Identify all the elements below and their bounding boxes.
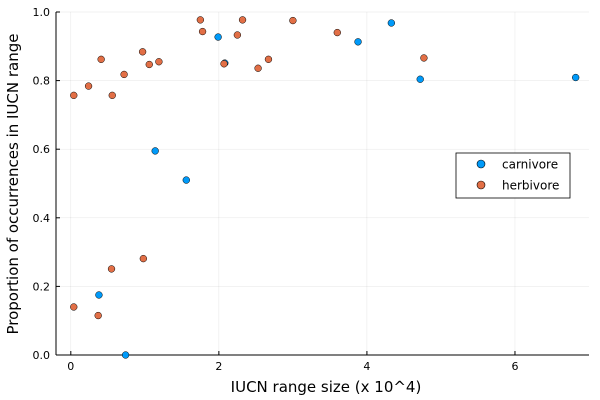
legend: carnivore herbivore xyxy=(455,152,571,199)
point-carnivore xyxy=(354,38,362,46)
x-tick-label: 2 xyxy=(215,360,222,373)
point-herbivore xyxy=(264,55,273,63)
point-herbivore xyxy=(108,91,116,99)
x-tick-label: 0 xyxy=(67,360,74,373)
y-tick-label: 0.0 xyxy=(33,349,51,362)
y-tick-label: 0.6 xyxy=(33,143,51,156)
axes xyxy=(55,12,589,356)
x-axis-label: IUCN range size (x 10^4) xyxy=(231,378,422,396)
point-herbivore xyxy=(84,82,93,90)
point-herbivore xyxy=(94,311,102,320)
legend-label-herbivore: herbivore xyxy=(502,179,559,193)
point-herbivore xyxy=(233,31,242,39)
point-carnivore xyxy=(214,33,222,41)
point-herbivore xyxy=(220,60,228,68)
point-herbivore xyxy=(238,16,247,24)
y-axis-label: Proportion of occurrences in IUCN range xyxy=(4,33,22,334)
point-herbivore xyxy=(155,58,163,66)
point-herbivore xyxy=(97,55,105,63)
point-carnivore xyxy=(387,19,395,27)
data-points xyxy=(70,16,580,359)
point-herbivore xyxy=(289,16,297,25)
point-carnivore xyxy=(416,75,424,83)
point-herbivore xyxy=(70,91,78,99)
point-herbivore xyxy=(196,16,205,24)
x-tick-label: 4 xyxy=(363,360,370,373)
y-tick-label: 0.8 xyxy=(33,75,51,88)
point-carnivore xyxy=(572,73,580,82)
x-tick-label: 6 xyxy=(511,360,518,373)
y-axis-ticks: 0.0 0.2 0.4 0.6 0.8 1.0 xyxy=(33,6,60,362)
y-tick-label: 1.0 xyxy=(33,6,51,19)
legend-label-carnivore: carnivore xyxy=(502,158,558,172)
y-tick-label: 0.4 xyxy=(33,212,51,225)
point-herbivore xyxy=(145,60,153,69)
point-herbivore xyxy=(139,254,148,263)
point-herbivore xyxy=(420,54,428,62)
point-herbivore xyxy=(333,28,341,37)
y-tick-label: 0.2 xyxy=(33,280,51,293)
point-herbivore xyxy=(70,303,78,311)
point-carnivore xyxy=(182,176,190,184)
legend-box xyxy=(455,152,571,199)
point-carnivore xyxy=(151,147,159,155)
point-herbivore xyxy=(107,265,116,273)
x-axis-ticks: 0 2 4 6 xyxy=(67,351,518,373)
legend-marker-carnivore xyxy=(476,159,486,169)
point-carnivore xyxy=(121,351,130,359)
legend-marker-herbivore xyxy=(476,180,486,190)
point-herbivore xyxy=(198,27,207,36)
point-herbivore xyxy=(138,48,147,56)
point-herbivore xyxy=(120,70,128,79)
point-herbivore xyxy=(254,64,262,72)
point-carnivore xyxy=(95,291,103,299)
